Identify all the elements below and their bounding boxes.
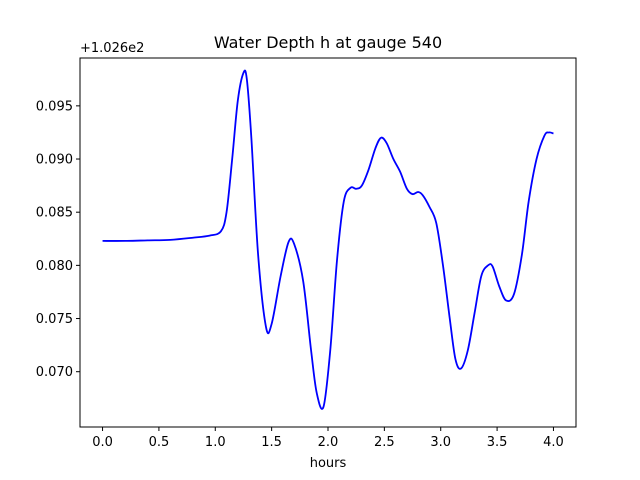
y-axis-offset-text: +1.026e2 xyxy=(80,41,144,56)
series-layer xyxy=(102,69,554,410)
y-axis-ticks: 0.070 0.075 0.080 0.085 0.090 0.095 xyxy=(36,99,80,380)
series-line xyxy=(102,69,554,410)
x-tick-label: 3.0 xyxy=(430,435,451,450)
x-tick-label: 4.0 xyxy=(543,435,564,450)
y-tick-label: 0.095 xyxy=(36,99,73,114)
y-tick-label: 0.070 xyxy=(36,365,73,380)
chart-title: Water Depth h at gauge 540 xyxy=(214,33,442,52)
plot-area-frame xyxy=(79,57,577,428)
x-axis-label: hours xyxy=(310,456,347,471)
x-tick-label: 2.0 xyxy=(318,435,339,450)
x-tick-label: 0.5 xyxy=(149,435,170,450)
x-tick-label: 1.5 xyxy=(261,435,282,450)
x-axis-ticks: 0.0 0.5 1.0 1.5 2.0 2.5 3.0 3.5 4.0 xyxy=(92,427,564,450)
x-tick-label: 2.5 xyxy=(374,435,395,450)
y-tick-label: 0.075 xyxy=(36,312,73,327)
x-tick-label: 3.5 xyxy=(487,435,508,450)
x-tick-label: 1.0 xyxy=(205,435,226,450)
x-tick-label: 0.0 xyxy=(92,435,113,450)
y-tick-label: 0.090 xyxy=(36,153,73,168)
y-tick-label: 0.080 xyxy=(36,259,73,274)
y-tick-label: 0.085 xyxy=(36,206,73,221)
